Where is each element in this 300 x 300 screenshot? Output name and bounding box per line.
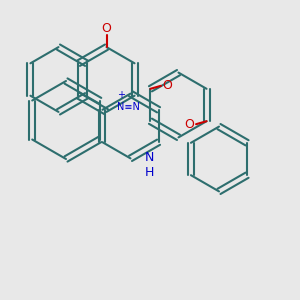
Text: O: O (162, 79, 172, 92)
Text: N
H: N H (145, 151, 154, 179)
Text: O: O (185, 118, 195, 131)
Text: +
N≡N: + N≡N (117, 90, 140, 112)
Text: O: O (102, 22, 111, 35)
